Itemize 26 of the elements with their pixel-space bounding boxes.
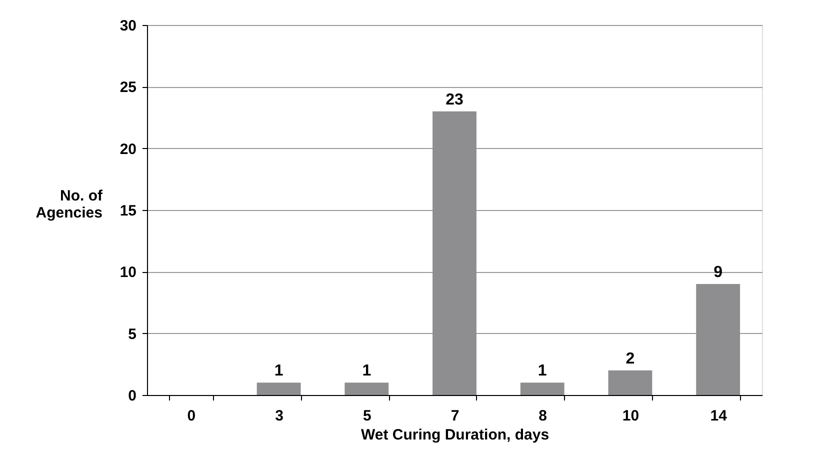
- data-label: 9: [714, 264, 723, 281]
- x-tick-label: 7: [450, 408, 460, 424]
- y-tick-label: 5: [128, 326, 136, 343]
- x-tick-label: 3: [275, 408, 284, 424]
- x-tick-label: 8: [538, 408, 548, 424]
- y-tick-label: 10: [120, 264, 136, 282]
- data-label: 1: [538, 362, 547, 380]
- bar: [256, 382, 301, 395]
- y-tick-label: 15: [120, 202, 136, 220]
- x-tick-label: 5: [362, 408, 372, 424]
- data-label: 1: [362, 362, 372, 380]
- y-tick-label: 20: [120, 140, 136, 158]
- y-tick-label: 30: [120, 18, 136, 34]
- bar: [520, 382, 564, 395]
- x-tick-label: 0: [187, 408, 196, 424]
- x-axis-title: Wet Curing Duration, days: [360, 426, 550, 444]
- data-label: 1: [274, 362, 284, 380]
- data-label: 2: [626, 350, 635, 368]
- x-tick-label: 14: [710, 408, 728, 424]
- y-axis-title: No. of Agencies: [36, 188, 104, 222]
- data-label: 23: [446, 91, 464, 108]
- bar: [344, 382, 389, 395]
- x-tick-label: 10: [622, 408, 640, 424]
- y-tick-label: 0: [128, 388, 136, 404]
- bar: [608, 370, 652, 395]
- y-tick-label: 25: [120, 79, 136, 96]
